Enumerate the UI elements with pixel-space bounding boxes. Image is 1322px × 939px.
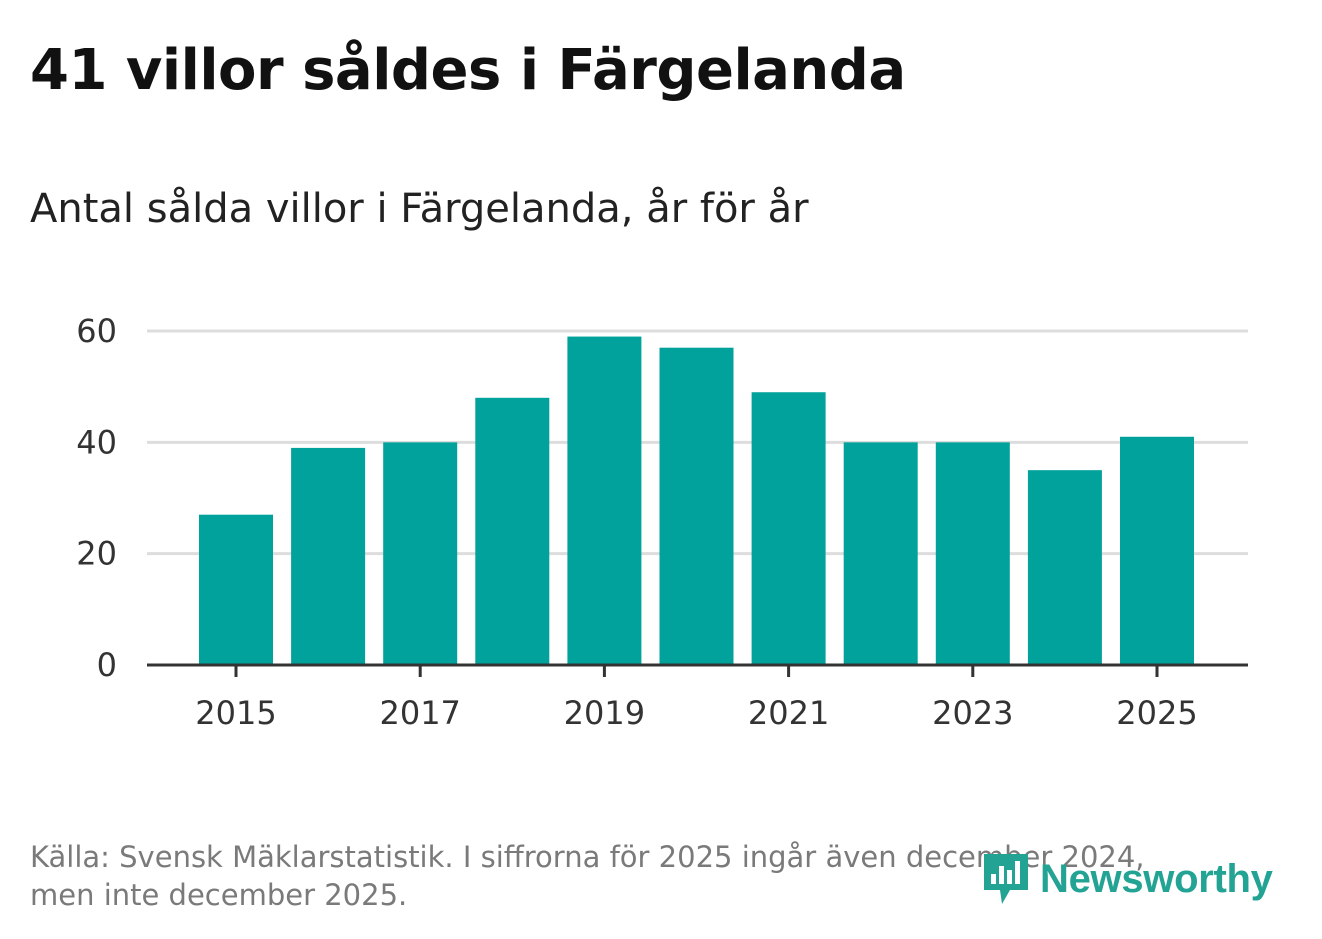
y-tick-label-0: 0 bbox=[97, 646, 117, 684]
bar-2017 bbox=[383, 442, 458, 665]
chart-title: 41 villor såldes i Färgelanda bbox=[30, 38, 906, 103]
newsworthy-logo: Newsworthy bbox=[980, 850, 1273, 908]
newsworthy-logo-icon bbox=[984, 854, 1028, 904]
bar-2024 bbox=[1027, 470, 1102, 665]
bar-2018 bbox=[475, 397, 550, 665]
bar-2020 bbox=[659, 347, 734, 665]
bar-2015 bbox=[199, 514, 273, 665]
y-tick-label-60: 60 bbox=[76, 312, 117, 350]
source-line-2: men inte december 2025. bbox=[30, 878, 408, 912]
bar-2021 bbox=[751, 392, 826, 665]
y-tick-label-20: 20 bbox=[76, 535, 117, 573]
source-line-1: Källa: Svensk Mäklarstatistik. I siffror… bbox=[30, 840, 1145, 874]
bar-chart: 0 20 40 60 2015 2017 2019 2021 2023 2025 bbox=[76, 312, 1248, 732]
bar-2019 bbox=[567, 336, 642, 665]
bar-2023 bbox=[935, 442, 1010, 665]
x-tick-label-2019: 2019 bbox=[564, 694, 645, 732]
x-tick-label-2015: 2015 bbox=[195, 694, 276, 732]
bars bbox=[199, 336, 1194, 665]
bar-2025 bbox=[1120, 436, 1194, 665]
axes: 0 20 40 60 2015 2017 2019 2021 2023 2025 bbox=[76, 312, 1248, 732]
chart-subtitle: Antal sålda villor i Färgelanda, år för … bbox=[30, 186, 809, 232]
logo-text: Newsworthy bbox=[1040, 856, 1273, 901]
y-tick-label-40: 40 bbox=[76, 423, 117, 461]
source-note: Källa: Svensk Mäklarstatistik. I siffror… bbox=[30, 838, 1230, 914]
x-tick-label-2025: 2025 bbox=[1116, 694, 1197, 732]
x-tick-label-2021: 2021 bbox=[748, 694, 829, 732]
bar-2016 bbox=[291, 447, 366, 665]
x-tick-label-2023: 2023 bbox=[932, 694, 1013, 732]
bar-2022 bbox=[843, 442, 918, 665]
x-tick-label-2017: 2017 bbox=[379, 694, 460, 732]
